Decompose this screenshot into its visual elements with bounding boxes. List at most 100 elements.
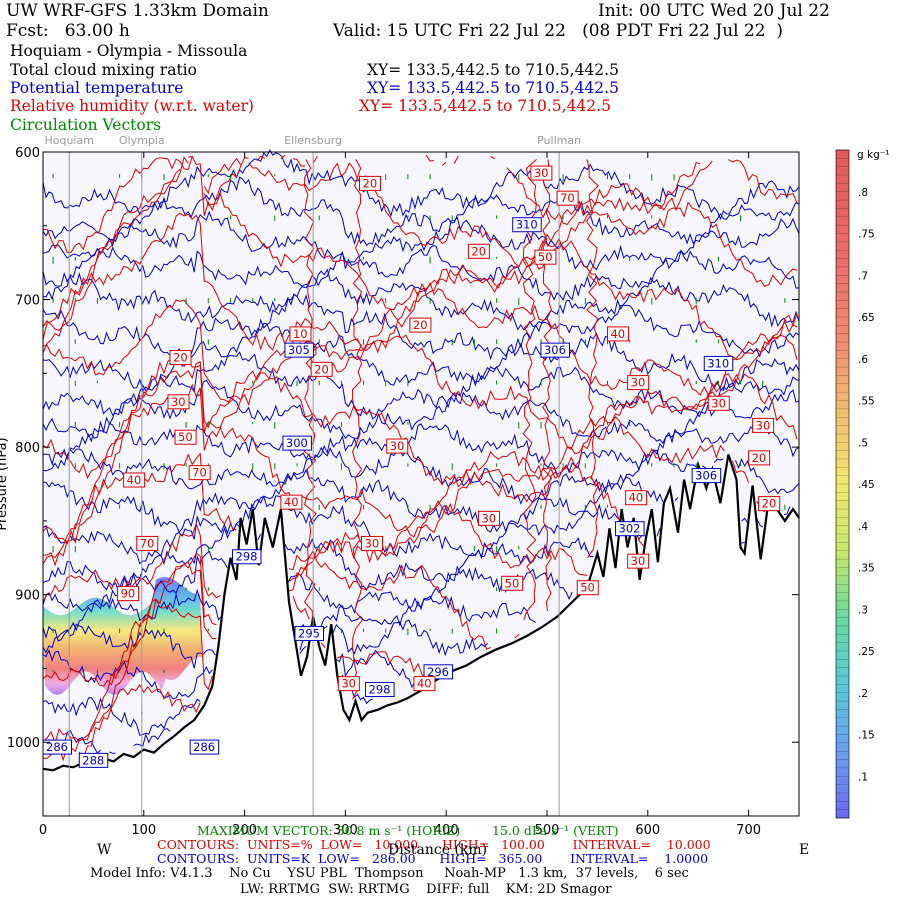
colorbar-tick-label: .65 [858, 312, 875, 324]
rh-isoline [42, 560, 431, 745]
rh-label: 50 [505, 576, 520, 590]
rh-label-box [169, 350, 192, 366]
colorbar-tick-label: .45 [858, 479, 875, 491]
theta-isoline [42, 244, 799, 301]
theta-isoline [42, 293, 800, 362]
rh-label-box [123, 472, 146, 488]
rh-label: 20 [413, 318, 428, 332]
east-label: E [799, 842, 810, 858]
x-tick-label: 600 [635, 823, 660, 838]
rh-label: 30 [756, 418, 771, 432]
rh-label: 30 [481, 511, 496, 525]
rh-label: 20 [314, 362, 329, 376]
theta-label: 295 [298, 626, 320, 640]
colorbar-tick-label: .5 [858, 437, 868, 449]
rh-label-box [117, 586, 140, 602]
theta-label-box [540, 342, 570, 358]
rh-label-box [748, 450, 771, 466]
x-tick-label: 700 [736, 823, 761, 838]
theta-label: 310 [516, 218, 538, 232]
field-cloud-xy: XY= 133.5,442.5 to 710.5,442.5 [367, 61, 619, 79]
rh-label-box [174, 429, 197, 445]
rh-isoline [42, 212, 798, 361]
x-tick-label: 0 [39, 823, 47, 838]
rh-label: 30 [341, 677, 356, 691]
colorbar-unit: g kg⁻¹ [857, 149, 890, 161]
rh-label-box [707, 395, 730, 411]
x-tick-label: 100 [131, 823, 156, 838]
rh-label: 70 [192, 466, 207, 480]
theta-label-box [691, 468, 722, 484]
colorbar-tick-label: .6 [858, 354, 868, 366]
theta-label: 306 [695, 469, 717, 483]
rh-label: 40 [127, 473, 142, 487]
colorbar-tick-label: .25 [858, 646, 875, 658]
route-title: Hoquiam - Olympia - Missoula [10, 42, 248, 60]
rh-isoline [42, 333, 798, 480]
rh-contour-note: CONTOURS: UNITS=% LOW= 10.000 HIGH= 100.… [157, 837, 711, 852]
theta-label-box [703, 355, 734, 371]
theta-label: 302 [619, 522, 641, 536]
rh-label: 50 [178, 430, 193, 444]
rh-label: 50 [580, 581, 595, 595]
rh-label: 20 [363, 176, 378, 190]
forecast-hour: Fcst: 63.00 h [6, 21, 130, 41]
theta-label-box [512, 217, 542, 233]
rh-label-box [625, 490, 648, 506]
theta-label: 296 [427, 665, 449, 679]
y-tick-label: 700 [15, 294, 40, 309]
rh-isoline-vertical [351, 159, 364, 700]
theta-isoline [42, 422, 800, 475]
theta-label: 310 [707, 356, 729, 370]
theta-label: 306 [544, 343, 566, 357]
rh-label-box [280, 494, 303, 510]
location-label-ellensburg: Ellensburg [284, 134, 342, 147]
theta-label-box [232, 549, 262, 565]
rh-label: 40 [284, 495, 299, 509]
theta-label-box [284, 342, 314, 358]
rh-label-box [758, 496, 781, 512]
colorbar-tick-label: .35 [858, 563, 875, 575]
x-tick-label: 400 [434, 823, 459, 838]
rh-label: 20 [752, 451, 767, 465]
colorbar-tick-label: .3 [858, 604, 868, 616]
rh-label: 30 [631, 554, 646, 568]
rh-label-box [136, 535, 159, 551]
location-label-pullman: Pullman [537, 134, 581, 147]
rh-label-box [606, 326, 629, 342]
theta-label-box [294, 625, 324, 641]
rh-isoline-vertical [585, 159, 599, 559]
x-tick-label: 300 [333, 823, 358, 838]
field-cloud-label: Total cloud mixing ratio [10, 61, 197, 79]
y-tick-label: 800 [15, 441, 40, 456]
rh-label: 70 [560, 191, 575, 205]
field-theta-label: Potential temperature [10, 79, 184, 97]
colorbar-tick-label: .15 [858, 730, 875, 742]
colorbar-tick-label: .75 [858, 229, 875, 241]
rh-label-box [576, 580, 599, 596]
rh-label-box [556, 190, 579, 206]
rh-label-box [752, 417, 775, 433]
y-tick-label: 600 [15, 146, 40, 161]
rh-isoline [42, 360, 798, 545]
rh-label: 10 [293, 327, 308, 341]
max-vector-note: MAXIMUM VECTOR: 30.8 m s⁻¹ (HORIZ) 15.0 … [197, 823, 619, 838]
theta-label: 300 [286, 436, 308, 450]
rh-contours [42, 154, 798, 762]
rh-label-box [501, 575, 524, 591]
init-time: Init: 00 UTC Wed 20 Jul 22 [598, 1, 830, 21]
rh-label-box [467, 243, 490, 259]
theta-isoline [42, 268, 800, 333]
rh-isoline [42, 282, 798, 407]
theta-isoline [42, 379, 800, 445]
rh-label-box [359, 175, 382, 191]
rh-label-box [477, 510, 500, 526]
y-tick-label: 900 [15, 589, 40, 604]
circulation-vectors [52, 174, 786, 755]
rh-label-box [310, 361, 333, 377]
theta-label: 286 [193, 740, 215, 754]
theta-contours [42, 149, 800, 754]
theta-isoline [43, 468, 791, 533]
y-axis-title: Pressure (hPa) [0, 437, 10, 530]
